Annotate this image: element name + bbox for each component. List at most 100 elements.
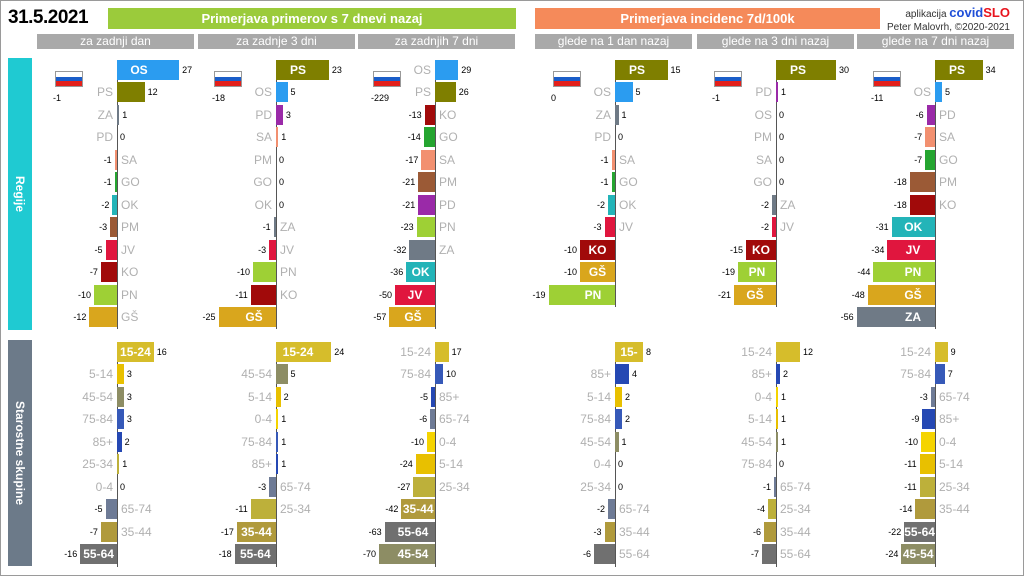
- age-bar-label: 45-54: [397, 547, 429, 562]
- region-value-label: -10: [563, 244, 577, 255]
- region-value-label: -31: [875, 222, 889, 233]
- age-bar-label: 55-64: [904, 524, 935, 539]
- age-bar-label: 25-34: [580, 479, 611, 494]
- region-value-label: -2: [596, 199, 605, 210]
- region-bar-label: PN: [280, 265, 297, 280]
- region-bar-label: SA: [439, 152, 456, 167]
- age-bar-label: 85+: [251, 457, 272, 472]
- panel-header: glede na 1 dan nazaj: [535, 34, 692, 49]
- region-value-label: 27: [182, 65, 193, 75]
- region-bar: [276, 82, 288, 103]
- age-value-label: 1: [281, 414, 287, 425]
- age-bar: [430, 409, 435, 430]
- age-value-label: -9: [911, 414, 920, 425]
- region-value-label: -7: [914, 154, 923, 165]
- side-label-ages: Starostne skupine: [8, 340, 32, 566]
- region-value-label: -50: [378, 289, 392, 300]
- age-value-label: -3: [258, 481, 267, 492]
- region-bar-label: PS: [948, 63, 965, 77]
- age-value-label: -7: [750, 549, 759, 560]
- region-bar: [615, 104, 619, 125]
- region-bar: [114, 149, 117, 170]
- flag-value-label: 0: [551, 93, 557, 103]
- region-bar-label: PS: [414, 85, 431, 100]
- region-value-label: -21: [717, 289, 731, 300]
- region-bar-label: GO: [439, 130, 458, 145]
- age-value-label: 1: [122, 459, 128, 470]
- region-bar: [435, 60, 459, 80]
- region-bar-label: KO: [280, 287, 298, 302]
- age-value-label: 17: [451, 347, 462, 357]
- region-value-label: 0: [279, 177, 285, 188]
- region-value-label: 5: [635, 87, 641, 98]
- age-value-label: 2: [625, 414, 631, 425]
- age-bar: [604, 521, 615, 542]
- region-value-label: -1: [262, 222, 271, 233]
- region-bar: [276, 104, 283, 125]
- region-bar-label: KO: [121, 265, 139, 280]
- age-value-label: -11: [904, 481, 917, 492]
- region-bar-label: PM: [254, 152, 272, 167]
- region-value-label: 1: [281, 132, 287, 143]
- region-bar: [117, 60, 180, 80]
- region-bar-label: SA: [939, 130, 956, 145]
- region-bar: [856, 306, 935, 327]
- region-bar-label: PM: [439, 175, 457, 190]
- age-bar: [764, 521, 776, 542]
- age-value-label: -2: [596, 504, 605, 515]
- age-bar-label: 5-14: [439, 457, 464, 472]
- age-bar: [919, 454, 935, 475]
- region-bar-label: PD: [439, 197, 456, 212]
- region-bar: [580, 239, 615, 260]
- region-bar: [110, 217, 117, 238]
- age-bar-label: 0-4: [95, 479, 113, 494]
- region-bar: [873, 262, 935, 283]
- region-bar: [776, 82, 778, 103]
- age-bar-label: 65-74: [121, 502, 152, 517]
- age-bar-label: 55-64: [397, 524, 429, 539]
- region-bar: [112, 194, 117, 215]
- region-value-label: -17: [405, 154, 419, 165]
- region-bar-label: OS: [254, 85, 272, 100]
- age-bar: [919, 476, 935, 497]
- age-bar-label: 45-54: [241, 367, 272, 382]
- region-bar-label: JV: [280, 242, 295, 257]
- region-bar-label: PN: [584, 287, 602, 302]
- age-value-label: 4: [632, 369, 638, 380]
- flag-value-label: -1: [53, 93, 62, 103]
- age-value-label: 7: [947, 369, 953, 380]
- region-value-label: 1: [621, 109, 627, 120]
- age-bar: [431, 386, 435, 407]
- region-bar-label: OK: [619, 197, 637, 212]
- region-bar-label: OS: [913, 85, 931, 100]
- region-bar-label: OS: [593, 85, 611, 100]
- region-bar-label: ZA: [97, 107, 113, 122]
- region-bar-label: ZA: [780, 197, 796, 212]
- age-bar-label: 75-84: [400, 367, 431, 382]
- age-value-label: -27: [397, 481, 411, 492]
- age-bar-label: 35-44: [121, 524, 152, 539]
- region-bar: [746, 239, 776, 260]
- age-bar: [776, 342, 800, 362]
- region-bar: [418, 172, 435, 193]
- age-value-label: -6: [752, 526, 761, 537]
- flag-value-label: -11: [871, 93, 884, 103]
- age-bar-label: 75-84: [741, 457, 772, 472]
- age-bar: [930, 386, 935, 407]
- age-bar-label: 55-64: [780, 547, 811, 562]
- region-value-label: -3: [593, 222, 602, 233]
- region-bar-label: SA: [255, 130, 272, 145]
- age-value-label: 1: [281, 459, 287, 470]
- region-value-label: -2: [101, 199, 110, 210]
- age-bar-label: 65-74: [619, 502, 650, 517]
- age-bar-label: 25-34: [780, 502, 811, 517]
- age-value-label: -6: [582, 549, 591, 560]
- region-value-label: -1: [103, 177, 112, 188]
- region-bar: [608, 194, 615, 215]
- age-value-label: 5: [290, 369, 296, 380]
- age-bar: [427, 431, 435, 452]
- age-bar: [276, 409, 279, 430]
- region-value-label: 30: [839, 65, 850, 75]
- region-bar-label: OS: [413, 63, 431, 77]
- region-value-label: 1: [781, 87, 787, 98]
